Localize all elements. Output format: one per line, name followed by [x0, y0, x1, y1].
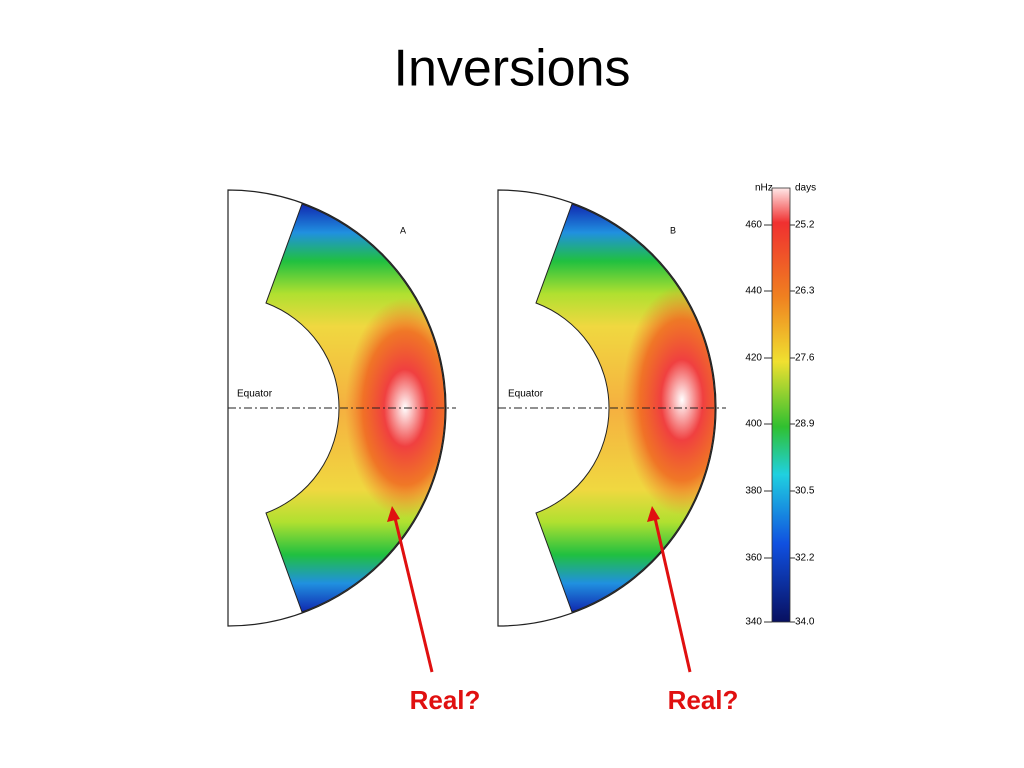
tick-label: 26.3: [795, 286, 815, 297]
annotation-arrows: [387, 506, 692, 673]
colorbar-unit: nHz: [755, 183, 773, 194]
panel-label: A: [400, 225, 406, 235]
tick-label: 340: [745, 617, 762, 628]
tick-label: 30.5: [795, 486, 815, 497]
tick-label: 34.0: [795, 617, 815, 628]
tick-label: 27.6: [795, 353, 815, 364]
tick-label: 440: [745, 286, 762, 297]
panel-a: Equator A: [227, 189, 456, 627]
equator-label: Equator: [508, 389, 544, 400]
annotation: Real?: [410, 685, 481, 715]
slide-title: Inversions: [394, 40, 631, 98]
colorbar: nHz days 460 25.2 440 26.3 420 27.6 400 28.9 380…: [745, 183, 816, 628]
panel-label: B: [670, 225, 676, 235]
tick-label: 400: [745, 419, 762, 430]
equator-label: Equator: [237, 389, 273, 400]
tick-label: 28.9: [795, 419, 815, 430]
annotation: Real?: [668, 685, 739, 715]
panel-b: Equator B: [497, 189, 726, 627]
tick-label: 32.2: [795, 553, 815, 564]
colorbar-unit: days: [795, 183, 816, 194]
tick-label: 380: [745, 486, 762, 497]
tick-label: 460: [745, 220, 762, 231]
tick-label: 360: [745, 553, 762, 564]
tick-label: 420: [745, 353, 762, 364]
tick-label: 25.2: [795, 220, 815, 231]
